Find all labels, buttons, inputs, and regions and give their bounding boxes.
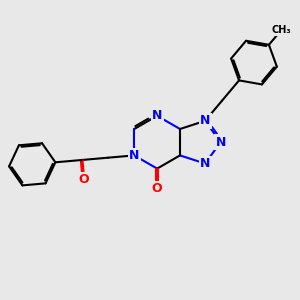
Text: O: O <box>152 182 162 195</box>
Text: N: N <box>200 157 210 170</box>
Text: N: N <box>129 149 140 162</box>
Text: N: N <box>152 109 162 122</box>
Text: CH₃: CH₃ <box>272 25 292 34</box>
Text: O: O <box>78 173 89 186</box>
Text: N: N <box>200 114 210 127</box>
Text: N: N <box>215 136 226 149</box>
